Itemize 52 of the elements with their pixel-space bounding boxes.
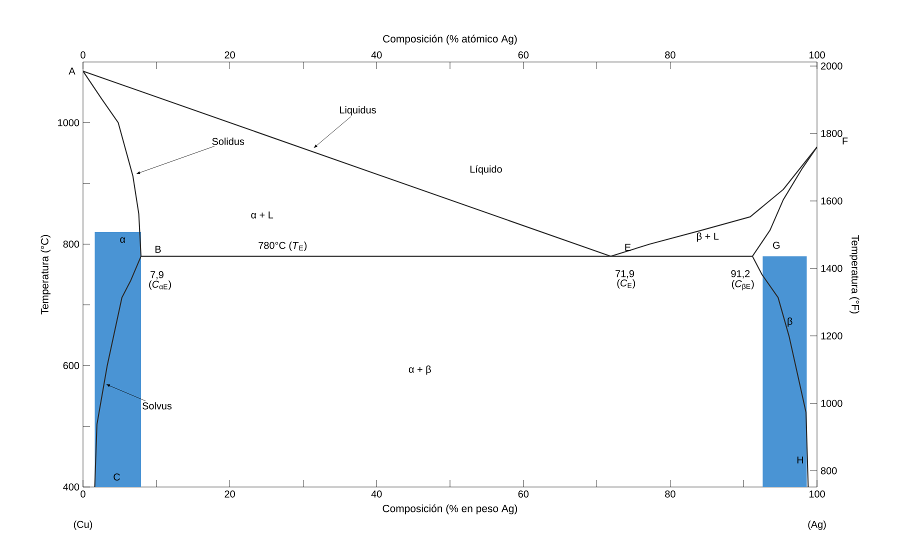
x2-tick-label: 0 bbox=[80, 51, 86, 58]
annotation: Líquido bbox=[470, 165, 502, 175]
annotation: (C$_{βE}$) bbox=[732, 280, 754, 290]
annotation: Liquidus bbox=[340, 106, 376, 116]
annotation: E bbox=[625, 244, 631, 251]
annotation: B bbox=[155, 246, 161, 253]
y-tick-label: 1000 bbox=[58, 119, 80, 126]
annotation: α bbox=[120, 237, 126, 243]
x-tick-label: 0 bbox=[80, 490, 86, 498]
text: (Ag) bbox=[808, 520, 826, 530]
annotation: (C$_{αE}$) bbox=[149, 280, 171, 290]
y-axis-title: Temperatura (°C) bbox=[40, 234, 50, 314]
annotation: β + L bbox=[697, 232, 719, 242]
text: (Cu) bbox=[74, 520, 92, 530]
annotation: α + β bbox=[408, 365, 431, 375]
x-tick-label: 20 bbox=[224, 490, 235, 498]
y-tick-label: 800 bbox=[63, 240, 80, 248]
annotation: 91,2 bbox=[731, 270, 750, 278]
y2-tick-label: 1800 bbox=[821, 130, 842, 138]
x2-axis-title: Composición (% atómico Ag) bbox=[383, 34, 517, 45]
y2-tick-label: 800 bbox=[820, 467, 837, 474]
x2-tick-label: 100 bbox=[809, 51, 825, 58]
annotation: Solvus bbox=[142, 402, 172, 410]
x-tick-label: 60 bbox=[518, 490, 529, 498]
y2-tick-label: 1400 bbox=[821, 264, 842, 272]
x-tick-label: 40 bbox=[371, 490, 382, 498]
x-axis-title: Composición (% en peso Ag) bbox=[382, 504, 518, 514]
x-tick-label: 80 bbox=[665, 490, 676, 498]
annotation: 7,9 bbox=[150, 271, 164, 280]
annotation: Solidus bbox=[212, 138, 244, 145]
y-tick-label: 600 bbox=[63, 362, 80, 370]
x-tick-label: 100 bbox=[809, 490, 825, 498]
annotation: α + L bbox=[251, 212, 274, 218]
y2-tick-label: 1000 bbox=[821, 400, 842, 407]
annotation: F bbox=[842, 138, 848, 144]
y-tick-label: 400 bbox=[63, 483, 80, 491]
y2-axis-title: Temperatura (°F) bbox=[850, 235, 860, 314]
annotation: 780°C (T$_{E}$) bbox=[258, 242, 307, 251]
annotation: H bbox=[797, 456, 803, 464]
annotation: β bbox=[788, 317, 792, 327]
annotation: 71,9 bbox=[616, 270, 634, 278]
annotation: A bbox=[68, 68, 76, 75]
annotation: G bbox=[773, 242, 780, 249]
y2-tick-label: 1200 bbox=[821, 332, 842, 340]
x2-tick-label: 20 bbox=[224, 51, 235, 58]
annotation: C bbox=[114, 473, 120, 481]
x2-tick-label: 60 bbox=[518, 51, 529, 58]
x2-tick-label: 40 bbox=[371, 51, 382, 58]
annotation: (C$_{E}$) bbox=[617, 279, 636, 288]
x2-tick-label: 80 bbox=[665, 51, 676, 58]
y2-tick-label: 2000 bbox=[821, 62, 842, 70]
y2-tick-label: 1600 bbox=[821, 197, 842, 204]
